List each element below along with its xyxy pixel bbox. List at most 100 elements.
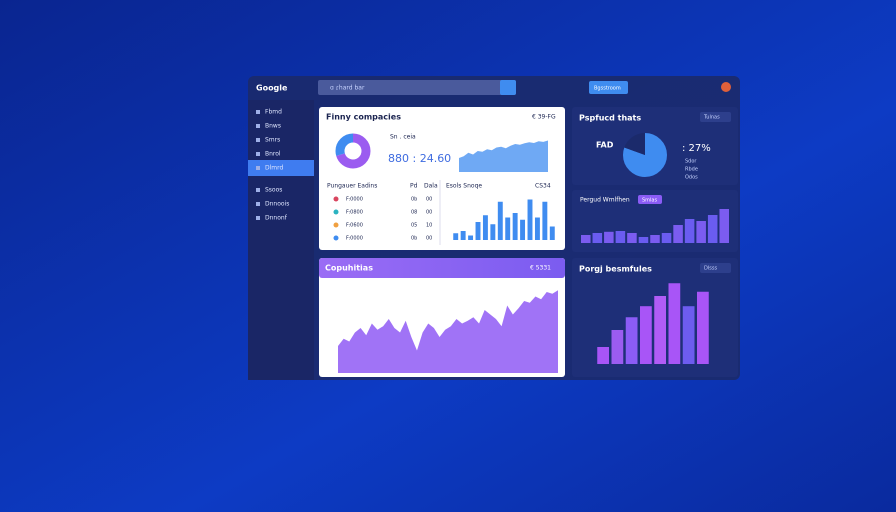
sidebar-active	[248, 160, 314, 176]
row-cell: F:0600	[346, 223, 363, 229]
bar	[638, 237, 649, 243]
bars-title: Esols Snoqe	[446, 183, 482, 190]
panel-badge: € 39-FG	[532, 114, 556, 121]
header-button[interactable]	[589, 81, 628, 94]
bar	[581, 235, 591, 243]
sidebar-item[interactable]: Dlmrd	[265, 165, 283, 172]
bar	[682, 306, 695, 364]
search-placeholder: ɑ ɾhard bar	[330, 85, 365, 92]
sidebar-icon	[256, 202, 260, 206]
legend-item: Odos	[685, 175, 698, 181]
bar	[650, 235, 660, 243]
bar	[453, 233, 459, 240]
kpi-label: Sn . ceia	[390, 134, 416, 141]
row-cell: 0b	[411, 236, 417, 242]
panel-button[interactable]	[700, 112, 731, 122]
header-button-label: Bgsstroom	[594, 86, 621, 92]
pie-slice	[623, 133, 667, 177]
pill-label: Smlas	[642, 198, 657, 204]
bar	[542, 201, 548, 240]
sidebar	[248, 100, 314, 380]
bar	[696, 221, 706, 243]
donut-center	[347, 145, 359, 157]
sidebar-item[interactable]: Bnrol	[265, 151, 281, 158]
bar	[697, 291, 709, 364]
pie-slice	[335, 133, 371, 169]
avatar[interactable]	[721, 82, 731, 92]
bar	[597, 347, 609, 364]
area	[459, 140, 548, 172]
row-cell: 08	[411, 210, 417, 216]
bar	[475, 222, 481, 240]
legend-item: Rbde	[685, 167, 698, 173]
row-cell: 00	[426, 197, 432, 203]
kpi: 880 : 24.60	[388, 152, 451, 165]
sidebar-icon	[256, 110, 260, 114]
sidebar-item[interactable]: Ssoos	[265, 187, 282, 194]
sidebar-icon	[256, 152, 260, 156]
pill	[638, 195, 662, 204]
row-cell: 00	[426, 210, 432, 216]
bar	[625, 317, 638, 364]
bars-badge: CS34	[535, 183, 551, 190]
search-button[interactable]	[500, 80, 516, 95]
panel-button-label: Tulnas	[703, 115, 720, 121]
panel-button[interactable]	[700, 263, 731, 273]
row-cell: 0b	[411, 197, 417, 203]
bar	[520, 219, 526, 240]
row-dot	[333, 235, 339, 241]
list-col: Pd	[410, 183, 418, 190]
row-cell: 00	[426, 236, 432, 242]
sidebar-item[interactable]: Dnnonf	[265, 215, 288, 222]
pie-label: FAD	[596, 141, 614, 150]
legend-item: Sdor	[685, 159, 697, 165]
panel-badge: € 5331	[530, 265, 551, 272]
sidebar-icon	[256, 216, 260, 220]
sidebar-item[interactable]: Smrs	[265, 137, 280, 144]
bar	[719, 209, 729, 243]
row-dot	[333, 209, 339, 215]
bar	[482, 215, 488, 240]
panel-button-label: Dlsss	[704, 266, 717, 272]
row-dot	[333, 196, 339, 202]
bar	[661, 233, 672, 243]
area	[338, 290, 558, 373]
row-cell: F:0000	[346, 197, 363, 203]
bar	[527, 199, 533, 240]
bar	[611, 330, 624, 364]
bar	[468, 235, 474, 240]
bar	[460, 231, 466, 240]
sidebar-item[interactable]: Bnws	[265, 123, 281, 130]
bar	[615, 231, 626, 243]
bar	[627, 233, 637, 243]
panel-title: Finny compacies	[326, 113, 401, 122]
row-cell: 05	[411, 223, 417, 229]
bar	[497, 201, 503, 240]
bar	[534, 217, 540, 240]
panel-title: Porgj besmfules	[579, 265, 652, 274]
bar	[512, 213, 518, 240]
sidebar-icon	[256, 124, 260, 128]
panel-1	[319, 107, 565, 250]
row-cell: F:0000	[346, 236, 363, 242]
sidebar-item[interactable]: Dnnoois	[265, 201, 289, 208]
search-box[interactable]	[318, 80, 516, 95]
sidebar-icon	[256, 166, 260, 170]
bar	[604, 231, 614, 243]
panel-title: Pergud Wmlfhen	[580, 197, 630, 204]
bar	[549, 226, 555, 240]
row-cell: F:0800	[346, 210, 363, 216]
sidebar-icon	[256, 138, 260, 142]
bar	[668, 283, 681, 364]
bar	[640, 306, 652, 364]
logo: Google	[256, 84, 288, 93]
bar	[505, 217, 511, 240]
bar	[490, 224, 496, 240]
panel-title: Copuhitias	[325, 264, 373, 273]
panel-title: Pspfucd thats	[579, 114, 641, 123]
list-col: Dala	[424, 183, 438, 190]
row-cell: 10	[426, 223, 432, 229]
bar	[684, 219, 695, 243]
sidebar-item[interactable]: Fbmd	[265, 109, 282, 116]
